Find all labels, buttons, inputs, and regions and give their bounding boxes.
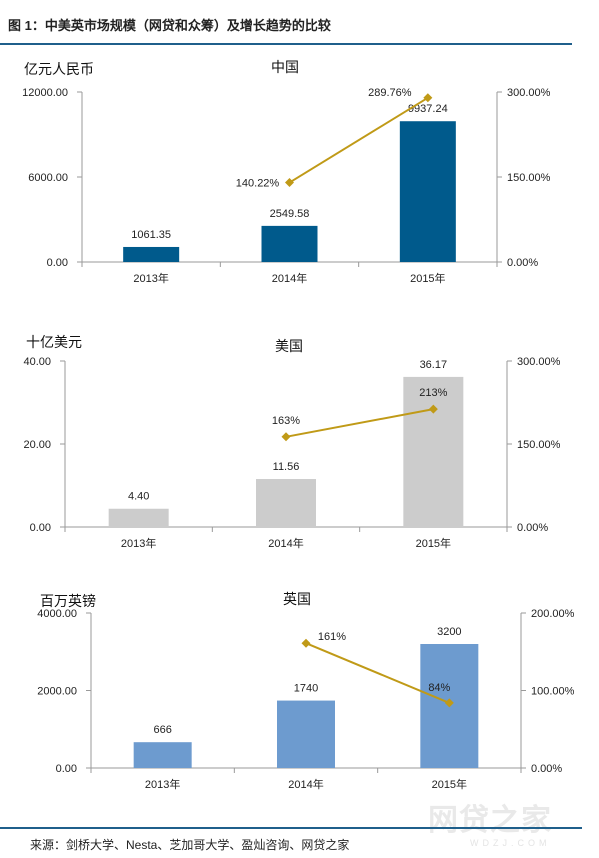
- y-axis-label: 十亿美元: [26, 334, 82, 350]
- y2-tick-label: 0.00%: [531, 763, 562, 775]
- bar-value-label: 2549.58: [270, 208, 310, 220]
- growth-label: 161%: [318, 631, 346, 643]
- growth-point-1: [281, 432, 291, 442]
- x-tick-label: 2013年: [145, 777, 180, 791]
- y-tick-label: 0.00: [56, 763, 77, 775]
- growth-point-2: [423, 93, 433, 103]
- x-tick-label: 2013年: [133, 271, 168, 285]
- y2-tick-label: 300.00%: [507, 87, 551, 99]
- bar-3: [403, 376, 464, 527]
- bar-value-label: 9937.24: [408, 103, 448, 115]
- x-tick-label: 2013年: [121, 536, 156, 550]
- growth-point-1: [301, 638, 311, 648]
- growth-label: 140.22%: [236, 178, 280, 190]
- y2-tick-label: 100.00%: [531, 686, 575, 698]
- source-note: 来源：剑桥大学、Nesta、芝加哥大学、盈灿咨询、网贷之家: [30, 838, 350, 852]
- growth-label: 84%: [428, 682, 450, 694]
- bar-1: [108, 508, 169, 527]
- y2-tick-label: 150.00%: [517, 439, 561, 451]
- y-axis-label: 亿元人民币: [24, 61, 94, 77]
- y2-tick-label: 150.00%: [507, 172, 551, 184]
- bar-1: [123, 246, 180, 262]
- bar-value-label: 666: [153, 724, 171, 736]
- growth-line: [305, 642, 450, 704]
- chart-3: 英国 百万英镑 0.00 2000.00 4000.00 0.00% 100.00% 200.…: [37, 591, 574, 791]
- x-tick-label: 2015年: [410, 271, 445, 285]
- growth-point-2: [444, 698, 454, 708]
- chart-title: 美国: [275, 338, 303, 354]
- y-tick-label: 40.00: [23, 356, 51, 368]
- bar-2: [277, 700, 335, 768]
- growth-point-1: [285, 178, 294, 188]
- y-tick-label: 20.00: [23, 439, 51, 451]
- y2-tick-label: 0.00%: [507, 257, 538, 269]
- growth-line: [285, 408, 434, 438]
- bar-value-label: 1740: [294, 683, 318, 695]
- x-tick-label: 2015年: [432, 777, 467, 791]
- watermark-logo: 网贷之家: [428, 804, 552, 837]
- chart-title: 英国: [283, 591, 311, 607]
- y2-tick-label: 200.00%: [531, 608, 575, 620]
- bar-value-label: 11.56: [273, 461, 300, 473]
- growth-point-2: [428, 404, 438, 414]
- growth-line: [288, 96, 429, 184]
- bar-value-label: 36.17: [420, 359, 448, 371]
- growth-label: 213%: [419, 387, 447, 399]
- y-tick-label: 0.00: [47, 257, 68, 269]
- x-tick-label: 2014年: [268, 536, 303, 550]
- bar-value-label: 1061.35: [131, 229, 171, 241]
- top-rule: [0, 43, 572, 45]
- chart-1: 中国 亿元人民币 0.00 6000.00 12000.00 0.00% 150.00% 30…: [22, 59, 551, 285]
- x-tick-label: 2014年: [272, 271, 307, 285]
- chart-title: 中国: [271, 59, 299, 75]
- bar-2: [256, 479, 316, 527]
- bar-value-label: 3200: [437, 626, 461, 638]
- y2-tick-label: 0.00%: [517, 522, 548, 534]
- y-axis-label: 百万英镑: [40, 593, 96, 609]
- y-tick-label: 4000.00: [37, 608, 77, 620]
- watermark-url: WDZJ.COM: [470, 838, 551, 848]
- y-tick-label: 2000.00: [37, 686, 77, 698]
- bar-value-label: 4.40: [128, 491, 149, 503]
- y-tick-label: 6000.00: [28, 172, 68, 184]
- bar-3: [399, 121, 456, 262]
- bottom-rule: [0, 827, 582, 829]
- bar-1: [133, 742, 192, 768]
- x-tick-label: 2014年: [288, 777, 323, 791]
- bar-2: [261, 225, 318, 262]
- y-tick-label: 0.00: [30, 522, 51, 534]
- chart-2: 美国 十亿美元 0.00 20.00 40.00 0.00% 150.00% 300.00% 2…: [23, 334, 560, 550]
- growth-label: 289.76%: [368, 87, 412, 99]
- y2-tick-label: 300.00%: [517, 356, 561, 368]
- y-tick-label: 12000.00: [22, 87, 68, 99]
- growth-label: 163%: [272, 415, 300, 427]
- x-tick-label: 2015年: [416, 536, 451, 550]
- figure-title: 图 1：中美英市场规模（网贷和众筹）及增长趋势的比较: [8, 18, 331, 33]
